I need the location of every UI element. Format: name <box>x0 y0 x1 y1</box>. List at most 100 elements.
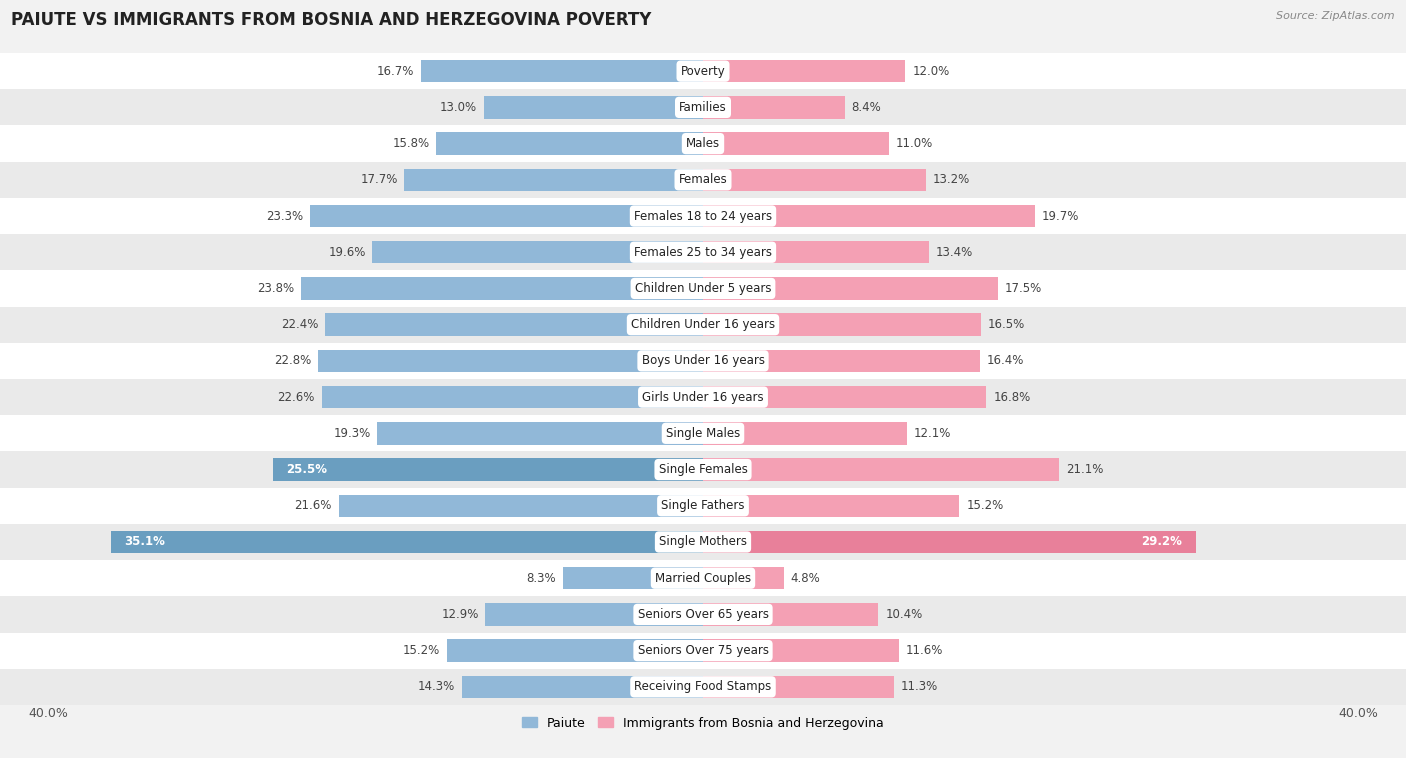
Text: Single Fathers: Single Fathers <box>661 500 745 512</box>
Bar <box>0 343 1406 379</box>
Text: Poverty: Poverty <box>681 64 725 77</box>
Text: Males: Males <box>686 137 720 150</box>
Text: 22.6%: 22.6% <box>277 390 315 403</box>
Text: 16.5%: 16.5% <box>988 318 1025 331</box>
Bar <box>447 640 703 662</box>
Bar <box>0 198 1406 234</box>
Text: Females 25 to 34 years: Females 25 to 34 years <box>634 246 772 258</box>
Bar <box>373 241 703 264</box>
Bar <box>485 603 703 625</box>
Text: 16.4%: 16.4% <box>987 355 1024 368</box>
Bar <box>0 597 1406 632</box>
Text: 4.8%: 4.8% <box>790 572 821 584</box>
Bar <box>703 277 998 299</box>
Text: 29.2%: 29.2% <box>1142 535 1182 549</box>
Text: 40.0%: 40.0% <box>28 706 67 720</box>
Bar <box>703 96 845 118</box>
Text: Females: Females <box>679 174 727 186</box>
Bar <box>703 422 907 444</box>
Bar <box>318 349 703 372</box>
Text: 19.7%: 19.7% <box>1042 209 1080 223</box>
Bar <box>422 60 703 83</box>
Text: 8.4%: 8.4% <box>852 101 882 114</box>
Text: Single Females: Single Females <box>658 463 748 476</box>
Text: 22.4%: 22.4% <box>281 318 318 331</box>
Bar <box>703 603 879 625</box>
Bar <box>562 567 703 590</box>
Bar <box>111 531 703 553</box>
Bar <box>703 459 1059 481</box>
Text: 19.3%: 19.3% <box>333 427 371 440</box>
Bar <box>0 560 1406 597</box>
Text: Children Under 5 years: Children Under 5 years <box>634 282 772 295</box>
Bar <box>703 60 905 83</box>
Text: Single Males: Single Males <box>666 427 740 440</box>
Bar <box>301 277 703 299</box>
Text: 23.3%: 23.3% <box>266 209 304 223</box>
Text: 25.5%: 25.5% <box>287 463 328 476</box>
Text: 13.0%: 13.0% <box>440 101 477 114</box>
Bar <box>0 632 1406 669</box>
Bar <box>0 524 1406 560</box>
Bar <box>0 126 1406 161</box>
Text: 21.6%: 21.6% <box>294 500 332 512</box>
Bar <box>484 96 703 118</box>
Bar <box>703 531 1195 553</box>
Bar <box>703 675 894 698</box>
Bar <box>703 349 980 372</box>
Bar <box>0 415 1406 452</box>
Text: Source: ZipAtlas.com: Source: ZipAtlas.com <box>1277 11 1395 21</box>
Bar <box>0 234 1406 271</box>
Text: Children Under 16 years: Children Under 16 years <box>631 318 775 331</box>
Text: 13.4%: 13.4% <box>936 246 973 258</box>
Text: 12.9%: 12.9% <box>441 608 478 621</box>
Text: 10.4%: 10.4% <box>886 608 922 621</box>
Bar <box>703 640 898 662</box>
Text: 11.0%: 11.0% <box>896 137 932 150</box>
Bar <box>0 669 1406 705</box>
Text: Married Couples: Married Couples <box>655 572 751 584</box>
Bar <box>0 487 1406 524</box>
Bar <box>703 168 925 191</box>
Text: 22.8%: 22.8% <box>274 355 312 368</box>
Bar <box>0 271 1406 306</box>
Text: 19.6%: 19.6% <box>328 246 366 258</box>
Text: Females 18 to 24 years: Females 18 to 24 years <box>634 209 772 223</box>
Text: Single Mothers: Single Mothers <box>659 535 747 549</box>
Text: Boys Under 16 years: Boys Under 16 years <box>641 355 765 368</box>
Text: 11.3%: 11.3% <box>900 681 938 694</box>
Text: 40.0%: 40.0% <box>1339 706 1378 720</box>
Text: 17.7%: 17.7% <box>360 174 398 186</box>
Bar <box>0 161 1406 198</box>
Bar <box>703 133 889 155</box>
Bar <box>273 459 703 481</box>
Bar <box>377 422 703 444</box>
Text: 21.1%: 21.1% <box>1066 463 1104 476</box>
Bar <box>405 168 703 191</box>
Bar <box>703 386 987 409</box>
Bar <box>703 494 959 517</box>
Text: Seniors Over 75 years: Seniors Over 75 years <box>637 644 769 657</box>
Bar <box>0 379 1406 415</box>
Bar <box>703 205 1035 227</box>
Text: 23.8%: 23.8% <box>257 282 295 295</box>
Text: Seniors Over 65 years: Seniors Over 65 years <box>637 608 769 621</box>
Text: 16.7%: 16.7% <box>377 64 415 77</box>
Bar <box>703 314 981 336</box>
Legend: Paiute, Immigrants from Bosnia and Herzegovina: Paiute, Immigrants from Bosnia and Herze… <box>517 712 889 735</box>
Bar <box>0 452 1406 487</box>
Text: PAIUTE VS IMMIGRANTS FROM BOSNIA AND HERZEGOVINA POVERTY: PAIUTE VS IMMIGRANTS FROM BOSNIA AND HER… <box>11 11 651 30</box>
Bar <box>703 567 785 590</box>
Bar <box>322 386 703 409</box>
Bar <box>0 89 1406 126</box>
Text: Receiving Food Stamps: Receiving Food Stamps <box>634 681 772 694</box>
Bar <box>309 205 703 227</box>
Text: 14.3%: 14.3% <box>418 681 456 694</box>
Text: 15.2%: 15.2% <box>402 644 440 657</box>
Text: 13.2%: 13.2% <box>932 174 970 186</box>
Text: 11.6%: 11.6% <box>905 644 943 657</box>
Text: Girls Under 16 years: Girls Under 16 years <box>643 390 763 403</box>
Bar <box>325 314 703 336</box>
Text: 15.2%: 15.2% <box>966 500 1004 512</box>
Bar <box>0 306 1406 343</box>
